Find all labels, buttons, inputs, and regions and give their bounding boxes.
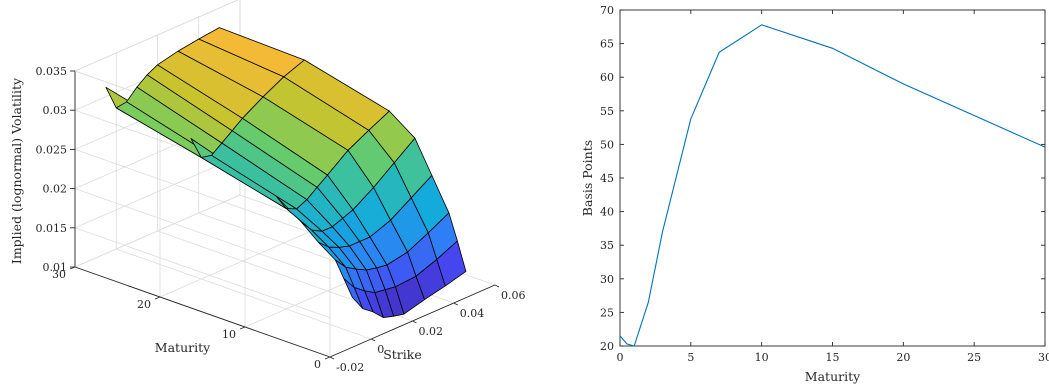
x-tick-label: 0.02	[419, 325, 444, 338]
line-chart: 0 5 10 15 20 25 30 20 25 30 35 40 45 50 55 60 65 70 Maturi…	[580, 4, 1049, 384]
axis-line	[74, 266, 331, 358]
x-tick-mark	[412, 320, 417, 324]
y-tick-label: 30	[52, 268, 66, 281]
y-tick-label: 70	[600, 4, 614, 17]
y-tick-label: 20	[137, 298, 151, 311]
x-tick-label: 15	[826, 351, 840, 364]
z-tick-label: 0.025	[36, 143, 68, 156]
y-tick-label: 25	[600, 306, 614, 319]
y-tick-label: 30	[600, 273, 614, 286]
x-tick-label: 25	[967, 351, 981, 364]
x-tick-label: -0.02	[336, 361, 364, 374]
line-series	[619, 24, 1046, 347]
y-tick-label: 20	[600, 340, 614, 353]
y-tick-label: 60	[600, 71, 614, 84]
y-tick-label: 40	[600, 206, 614, 219]
y-tick-label: 55	[600, 105, 614, 118]
y-tick-label: 0	[314, 358, 321, 371]
grid-line	[74, 194, 241, 268]
series-line	[619, 24, 1046, 347]
grid-line	[74, 227, 331, 319]
z-tick-label: 0.01	[43, 261, 68, 274]
x-tick-label: 5	[687, 351, 694, 364]
x-tick-label: 0	[617, 351, 624, 364]
box-edge	[74, 0, 239, 72]
grid-line	[159, 224, 326, 298]
y-tick-label: 65	[600, 38, 614, 51]
z-tick-label: 0.015	[36, 222, 68, 235]
surface-axes: -0.02 0 0.02 0.04 0.06 0 10 20 300.01 0.015 0.02 0.…	[9, 0, 526, 374]
y-tick-mark	[324, 356, 331, 360]
y-tick-label: 10	[222, 328, 236, 341]
z-axis-label: Implied (lognormal) Volatility	[9, 77, 24, 264]
x-tick-label: 0.04	[460, 307, 485, 320]
line-axes: 0 5 10 15 20 25 30 20 25 30 35 40 45 50 55 60 65 70 Maturi…	[580, 4, 1049, 384]
y-axis-label: Basis Points	[580, 140, 595, 216]
z-tick-label: 0.02	[43, 183, 68, 196]
x-tick-label: 0	[377, 343, 384, 356]
x-tick-label: 30	[1038, 351, 1049, 364]
y-tick-mark	[239, 326, 246, 330]
plot-box	[619, 9, 1046, 347]
z-tick-label: 0.03	[43, 104, 68, 117]
x-tick-mark	[494, 284, 500, 288]
y-tick-mark	[154, 296, 161, 300]
grid-line	[74, 149, 331, 240]
surface-plot-panel: -0.02 0 0.02 0.04 0.06 0 10 20 30 0.01 0.015 0.02 0.…	[9, 0, 526, 374]
line-plot-panel: 0 5 10 15 20 25 30 20 25 30 35 40 45 50 55 60 65 70 Maturi…	[540, 0, 1049, 385]
x-axis-label: Strike	[383, 347, 422, 362]
y-tick-label: 45	[600, 172, 614, 185]
surface-patches	[105, 27, 467, 319]
x-tick-mark	[329, 356, 335, 360]
grid-line	[74, 188, 331, 279]
grid-line	[74, 155, 241, 229]
y-tick-label: 50	[600, 138, 614, 151]
x-tick-label: 10	[755, 351, 769, 364]
x-tick-mark	[453, 302, 458, 306]
x-axis-label: Maturity	[805, 369, 861, 384]
y-axis-label: Maturity	[155, 340, 211, 355]
surface-patch	[436, 240, 467, 287]
x-tick-label: 20	[896, 351, 910, 364]
grid-line	[116, 248, 372, 340]
z-tick-label: 0.035	[36, 65, 68, 78]
y-tick-label: 35	[600, 239, 614, 252]
x-tick-mark	[371, 338, 376, 342]
x-tick-label: 0.06	[501, 289, 526, 302]
surface-chart: -0.02 0 0.02 0.04 0.06 0 10 20 300.01 0.015 0.02 0.…	[9, 0, 526, 374]
